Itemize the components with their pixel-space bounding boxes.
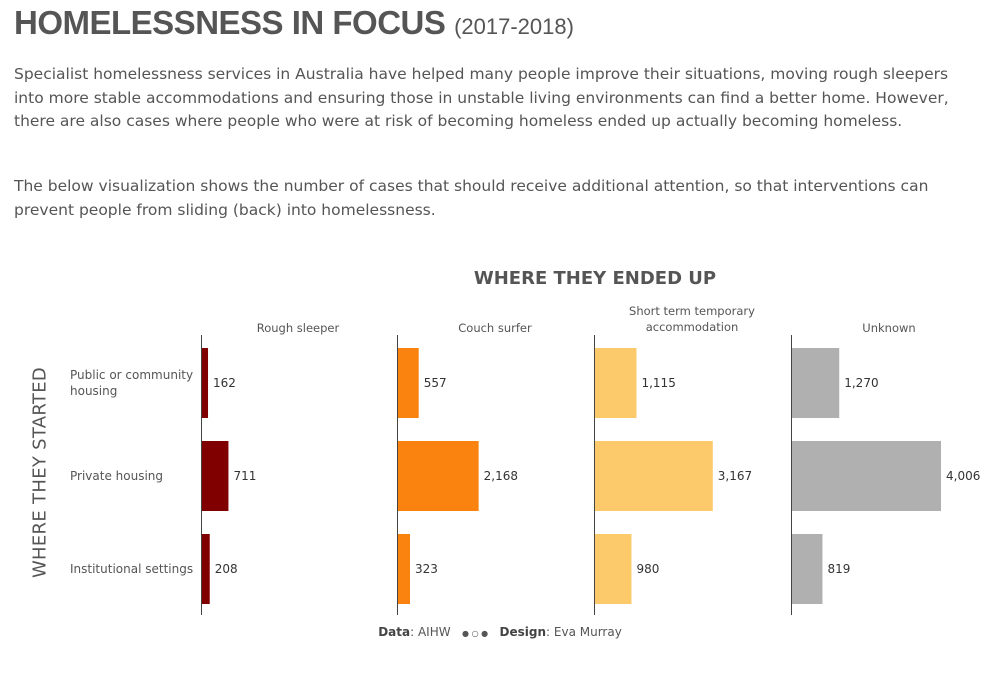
column-header-rough-sleeper: Rough sleeper — [256, 321, 340, 335]
bar — [792, 348, 840, 418]
bar — [398, 348, 419, 418]
data-label: 980 — [636, 562, 659, 576]
row-header-public-housing: Public or community housing — [70, 368, 194, 398]
data-label: 1,270 — [844, 376, 878, 390]
data-label: 819 — [827, 562, 850, 576]
footer-separator: ● ○ ● — [462, 629, 489, 638]
data-label: 208 — [215, 562, 238, 576]
bar — [202, 348, 209, 418]
bar — [595, 348, 637, 418]
intro-paragraph-2: The below visualization shows the number… — [14, 177, 929, 219]
bar — [202, 534, 210, 604]
data-label: 2,168 — [484, 469, 518, 483]
column-header-unknown: Unknown — [862, 321, 916, 335]
intro-paragraph-1: Specialist homelessness services in Aust… — [14, 65, 949, 130]
title-text: HOMELESSNESS IN FOCUS — [14, 4, 446, 41]
title-subtitle: (2017-2018) — [454, 14, 574, 39]
column-header-couch-surfer: Couch surfer — [458, 321, 532, 335]
footer-design-value: : Eva Murray — [546, 625, 622, 639]
column-header-short-term: Short term temporary accommodation — [629, 304, 755, 334]
chart-title: WHERE THEY ENDED UP — [473, 268, 717, 289]
data-label: 3,167 — [718, 469, 752, 483]
bar — [792, 534, 823, 604]
footer-data-label: Data — [378, 625, 411, 639]
footer-design-label: Design — [499, 625, 547, 639]
bar — [398, 441, 479, 511]
bar — [595, 534, 632, 604]
data-label: 323 — [415, 562, 438, 576]
data-label: 1,115 — [641, 376, 675, 390]
data-label: 711 — [233, 469, 256, 483]
data-label: 557 — [424, 376, 447, 390]
bar — [595, 441, 713, 511]
row-header-private-housing: Private housing — [70, 469, 164, 483]
data-label: 162 — [213, 376, 236, 390]
footer: Data: AIHW ● ○ ● Design: Eva Murray — [0, 625, 1000, 639]
page-title: HOMELESSNESS IN FOCUS (2017-2018) — [14, 4, 574, 42]
bar — [398, 534, 411, 604]
footer-data-value: : AIHW — [410, 625, 451, 639]
bar — [792, 441, 941, 511]
row-header-institutional: Institutional settings — [70, 562, 194, 576]
data-label: 4,006 — [946, 469, 980, 483]
bar — [202, 441, 229, 511]
